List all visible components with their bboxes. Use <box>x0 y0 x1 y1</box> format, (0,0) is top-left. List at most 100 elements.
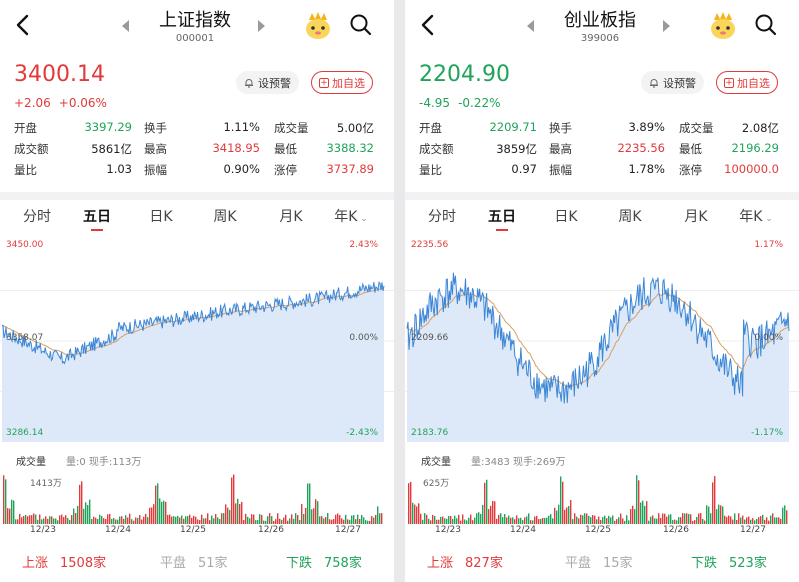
volume-bar <box>624 520 626 524</box>
next-index-icon[interactable] <box>663 20 670 32</box>
volume-bar <box>357 514 359 524</box>
volume-bar <box>594 515 596 524</box>
volume-bar <box>482 504 484 524</box>
volume-bar <box>313 508 315 524</box>
tab-intraday[interactable]: 分时 <box>23 209 51 225</box>
volume-bar <box>101 515 103 524</box>
volume-bar <box>780 518 782 524</box>
add-watchlist-button[interactable]: + 加自选 <box>311 71 373 94</box>
five-day-price-chart[interactable] <box>405 236 799 446</box>
volume-bar <box>574 513 576 524</box>
date-label: 12/24 <box>105 525 131 535</box>
volume-chart[interactable] <box>405 470 799 524</box>
prev-index-icon[interactable] <box>122 20 129 32</box>
volume-bar <box>422 519 424 524</box>
tab-five-day[interactable]: 五日 <box>488 209 516 225</box>
volume-chart[interactable] <box>0 470 394 524</box>
volume-bar <box>109 513 111 524</box>
date-label: 12/25 <box>180 525 206 535</box>
volume-bar <box>774 517 776 524</box>
volume-bar <box>464 519 466 524</box>
search-icon[interactable] <box>348 12 374 38</box>
tab-yearly-k[interactable]: 年K ⌄ <box>326 206 376 226</box>
volume-bar <box>79 484 81 524</box>
volume-bar <box>39 514 41 524</box>
volume-bar <box>640 502 642 524</box>
volume-bar <box>530 520 532 524</box>
back-icon[interactable] <box>415 10 441 40</box>
set-alert-button[interactable]: 设预警 <box>641 71 704 94</box>
volume-bar <box>500 513 502 524</box>
tab-five-day[interactable]: 五日 <box>83 209 111 225</box>
volume-bar <box>91 518 93 524</box>
volume-bar <box>606 518 608 524</box>
tab-daily-k[interactable]: 日K <box>149 209 173 225</box>
advancers-count: 827家 <box>465 556 503 571</box>
volume-bar <box>55 518 57 524</box>
volume-bar <box>524 517 526 524</box>
tab-monthly-k[interactable]: 月K <box>279 209 303 225</box>
volume-bar <box>71 515 73 524</box>
tab-monthly-k[interactable]: 月K <box>684 209 708 225</box>
tab-weekly-k[interactable]: 周K <box>618 209 642 225</box>
volume-bar <box>712 482 714 524</box>
next-index-icon[interactable] <box>258 20 265 32</box>
volume-bar <box>237 498 239 524</box>
volume-bar <box>95 517 97 524</box>
volume-bar <box>656 518 658 524</box>
tab-intraday[interactable]: 分时 <box>428 209 456 225</box>
volume-bar <box>592 515 594 524</box>
volume-bar <box>197 519 199 524</box>
volume-bar <box>233 474 235 524</box>
volume-bar <box>690 514 692 524</box>
volume-bar <box>73 508 75 524</box>
index-panel-sse: 上证指数 000001 3400.14 +2.06 +0.06% 设预警 + 加自… <box>0 0 394 582</box>
advancers-count: 1508家 <box>60 556 107 571</box>
volume-bar <box>722 506 724 524</box>
volume-bar <box>610 517 612 524</box>
volume-bar <box>343 519 345 524</box>
price-line <box>406 272 790 404</box>
search-icon[interactable] <box>753 12 779 38</box>
volume-bar <box>630 509 632 524</box>
volume-max-label: 625万 <box>423 479 450 489</box>
tab-weekly-k[interactable]: 周K <box>213 209 237 225</box>
divider <box>405 192 799 200</box>
volume-bar <box>75 513 77 524</box>
stat-label: 换手 <box>549 121 572 135</box>
tab-yearly-k[interactable]: 年K ⌄ <box>731 206 781 226</box>
volume-bar <box>187 516 189 524</box>
volume-bar <box>784 505 786 524</box>
volume-bar <box>418 503 420 524</box>
volume-bar <box>536 515 538 524</box>
set-alert-button[interactable]: 设预警 <box>236 71 299 94</box>
price-area <box>407 272 789 442</box>
stat-label: 成交量 <box>679 121 714 135</box>
volume-bar <box>291 514 293 524</box>
volume-bar <box>275 519 277 524</box>
index-code: 000001 <box>175 33 215 44</box>
stat-value: 3388.32 <box>326 141 374 155</box>
change-value: -4.95 <box>419 96 451 110</box>
advancers-label: 上涨 <box>22 556 49 571</box>
add-watchlist-button[interactable]: + 加自选 <box>716 71 778 94</box>
volume-bar <box>7 508 9 524</box>
chevron-down-icon: ⌄ <box>762 214 773 224</box>
volume-bar <box>460 520 462 524</box>
back-icon[interactable] <box>10 10 36 40</box>
mascot-icon[interactable] <box>302 12 334 40</box>
stat-value: 2235.56 <box>617 141 665 155</box>
mascot-icon[interactable] <box>707 12 739 40</box>
volume-bar <box>502 517 504 524</box>
volume-bar <box>484 482 486 524</box>
tab-daily-k[interactable]: 日K <box>554 209 578 225</box>
volume-bar <box>650 516 652 524</box>
volume-bar <box>754 520 756 524</box>
volume-bar <box>622 518 624 524</box>
volume-bar <box>616 519 618 524</box>
prev-index-icon[interactable] <box>527 20 534 32</box>
current-price: 3400.14 <box>14 62 105 87</box>
volume-bar <box>532 520 534 524</box>
five-day-price-chart[interactable] <box>0 236 394 446</box>
